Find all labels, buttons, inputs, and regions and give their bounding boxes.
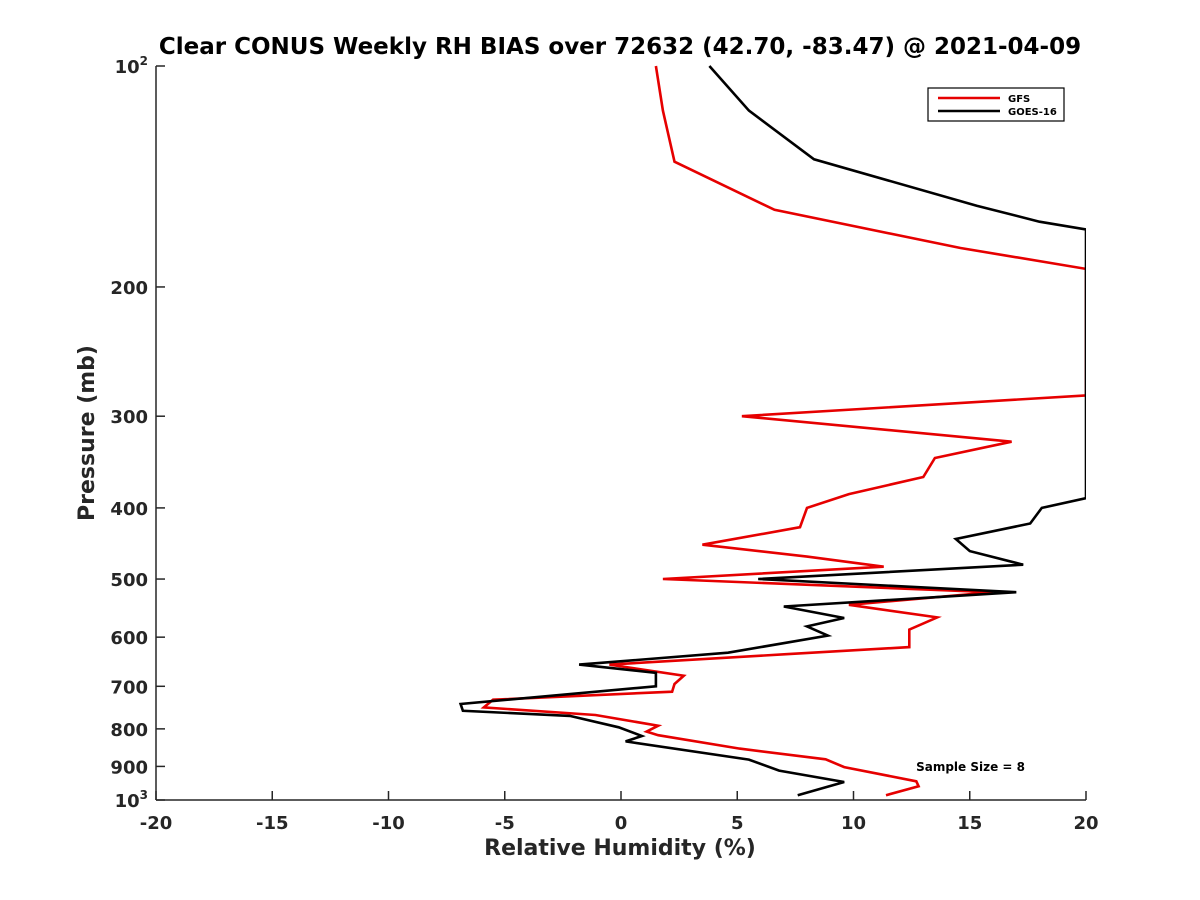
x-tick-label: -10 bbox=[372, 813, 405, 834]
plot-area bbox=[458, 65, 1086, 797]
y-tick-label: 600 bbox=[110, 628, 148, 649]
y-tick-label: 300 bbox=[110, 407, 148, 428]
x-tick-label: 15 bbox=[957, 813, 982, 834]
y-tick-label: 400 bbox=[110, 499, 148, 520]
x-tick-label: 10 bbox=[841, 813, 866, 834]
sample-size-annotation: Sample Size = 8 bbox=[916, 760, 1025, 774]
x-tick-label: -20 bbox=[140, 813, 173, 834]
legend-label-gfs: GFS bbox=[1008, 94, 1030, 105]
series-line-gfs bbox=[480, 65, 1086, 797]
y-tick-label: 200 bbox=[110, 278, 148, 299]
x-tick-label: 5 bbox=[731, 813, 744, 834]
x-tick-label: 0 bbox=[615, 813, 628, 834]
series-line-goes-16 bbox=[458, 65, 1086, 797]
x-tick-label: 20 bbox=[1073, 813, 1098, 834]
y-tick-label: 700 bbox=[110, 677, 148, 698]
legend-label-goes-16: GOES-16 bbox=[1008, 107, 1057, 118]
y-tick-label: 103 bbox=[115, 788, 148, 812]
x-tick-label: -15 bbox=[256, 813, 289, 834]
y-tick-label: 800 bbox=[110, 720, 148, 741]
chart-title: Clear CONUS Weekly RH BIAS over 72632 (4… bbox=[159, 34, 1081, 60]
legend-box bbox=[927, 87, 1065, 122]
y-tick-label: 500 bbox=[110, 570, 148, 591]
x-axis-label: Relative Humidity (%) bbox=[484, 836, 756, 861]
x-tick-label: -5 bbox=[495, 813, 515, 834]
y-axis-label: Pressure (mb) bbox=[75, 345, 100, 521]
y-tick-label: 102 bbox=[115, 54, 148, 78]
y-tick-label: 900 bbox=[110, 757, 148, 778]
legend: GFS GOES-16 bbox=[927, 87, 1065, 122]
axes: -20 -15 -10 -5 0 5 10 15 20 102 200 300 400 500 600 700… bbox=[110, 54, 1098, 834]
